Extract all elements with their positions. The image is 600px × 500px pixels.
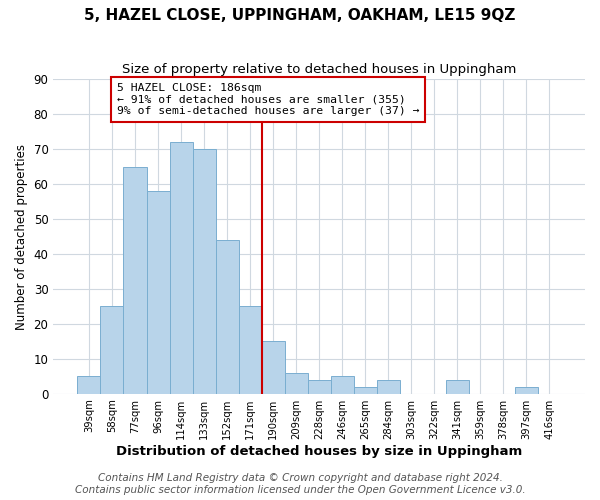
Bar [124, 166, 146, 394]
Bar [146, 191, 170, 394]
Text: 5, HAZEL CLOSE, UPPINGHAM, OAKHAM, LE15 9QZ: 5, HAZEL CLOSE, UPPINGHAM, OAKHAM, LE15 … [85, 8, 515, 22]
Bar [215, 240, 239, 394]
Bar [331, 376, 353, 394]
X-axis label: Distribution of detached houses by size in Uppingham: Distribution of detached houses by size … [116, 444, 522, 458]
Bar [353, 386, 377, 394]
Text: 5 HAZEL CLOSE: 186sqm
← 91% of detached houses are smaller (355)
9% of semi-deta: 5 HAZEL CLOSE: 186sqm ← 91% of detached … [116, 83, 419, 116]
Bar [284, 373, 308, 394]
Bar [446, 380, 469, 394]
Bar [239, 306, 262, 394]
Bar [193, 150, 215, 394]
Text: Contains HM Land Registry data © Crown copyright and database right 2024.
Contai: Contains HM Land Registry data © Crown c… [74, 474, 526, 495]
Bar [77, 376, 100, 394]
Bar [515, 386, 538, 394]
Bar [100, 306, 124, 394]
Title: Size of property relative to detached houses in Uppingham: Size of property relative to detached ho… [122, 62, 517, 76]
Y-axis label: Number of detached properties: Number of detached properties [15, 144, 28, 330]
Bar [308, 380, 331, 394]
Bar [377, 380, 400, 394]
Bar [170, 142, 193, 394]
Bar [262, 342, 284, 394]
